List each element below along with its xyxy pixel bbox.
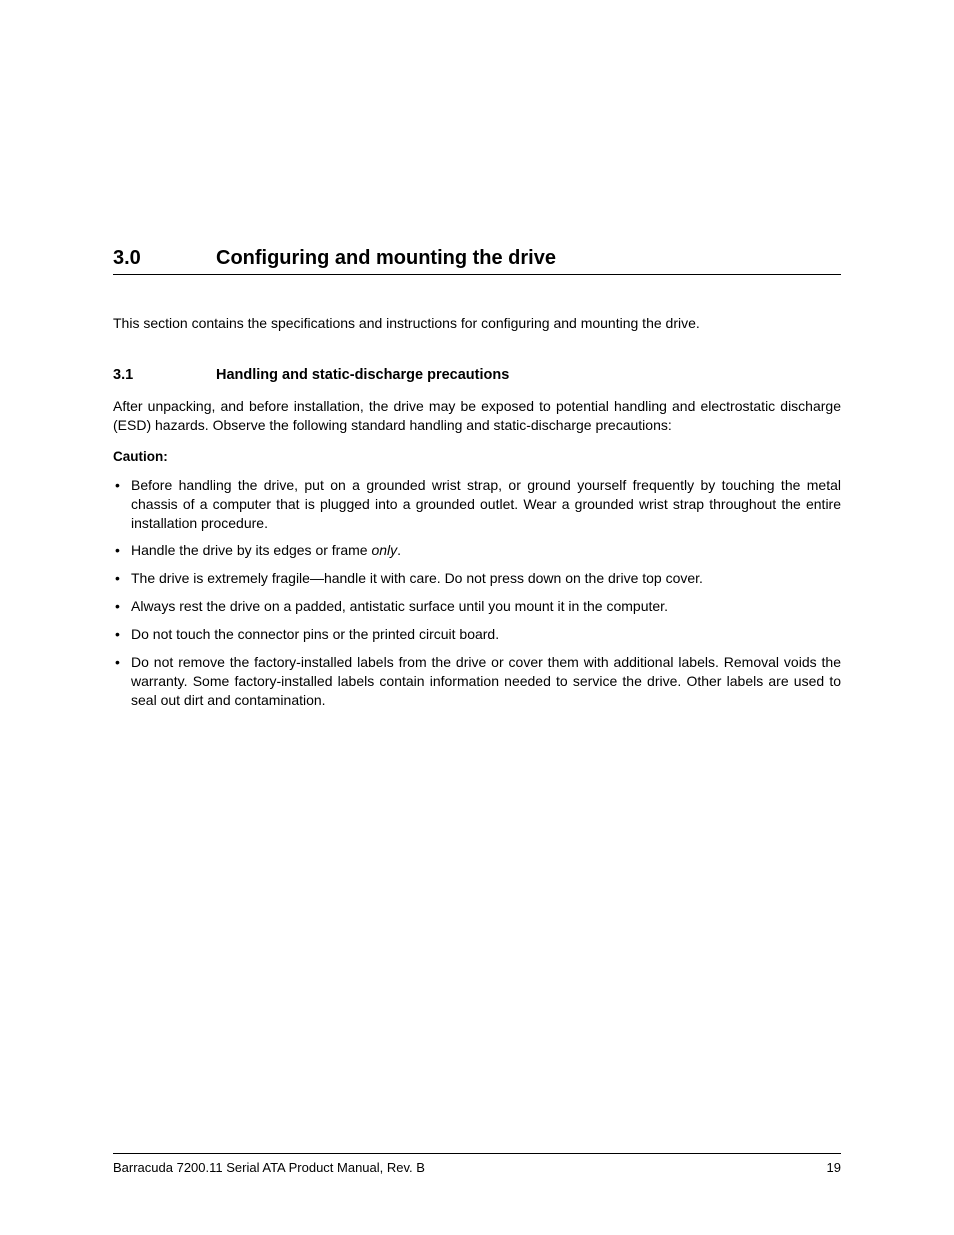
section-number: 3.0 [113,247,216,270]
body-paragraph: After unpacking, and before installation… [113,397,841,435]
subsection-header: 3.1 Handling and static-discharge precau… [113,367,841,383]
footer-page-number: 19 [827,1160,841,1175]
section-title: Configuring and mounting the drive [216,247,556,270]
list-item-text-post: . [397,542,401,558]
list-item-text-pre: Handle the drive by its edges or frame [131,542,371,558]
list-item: Do not remove the factory-installed labe… [113,653,841,710]
list-item: Before handling the drive, put on a grou… [113,476,841,533]
precautions-list: Before handling the drive, put on a grou… [113,476,841,710]
footer-manual-title: Barracuda 7200.11 Serial ATA Product Man… [113,1160,425,1175]
list-item: The drive is extremely fragile—handle it… [113,569,841,588]
list-item: Always rest the drive on a padded, antis… [113,597,841,616]
intro-paragraph: This section contains the specifications… [113,315,841,331]
list-item-text-italic: only [371,542,397,558]
list-item: Do not touch the connector pins or the p… [113,625,841,644]
subsection-number: 3.1 [113,367,216,383]
page-footer: Barracuda 7200.11 Serial ATA Product Man… [113,1153,841,1175]
section-header: 3.0 Configuring and mounting the drive [113,247,841,275]
list-item: Handle the drive by its edges or frame o… [113,541,841,560]
caution-label: Caution: [113,449,841,464]
page-content: 3.0 Configuring and mounting the drive T… [0,0,954,710]
subsection-title: Handling and static-discharge precaution… [216,367,509,383]
